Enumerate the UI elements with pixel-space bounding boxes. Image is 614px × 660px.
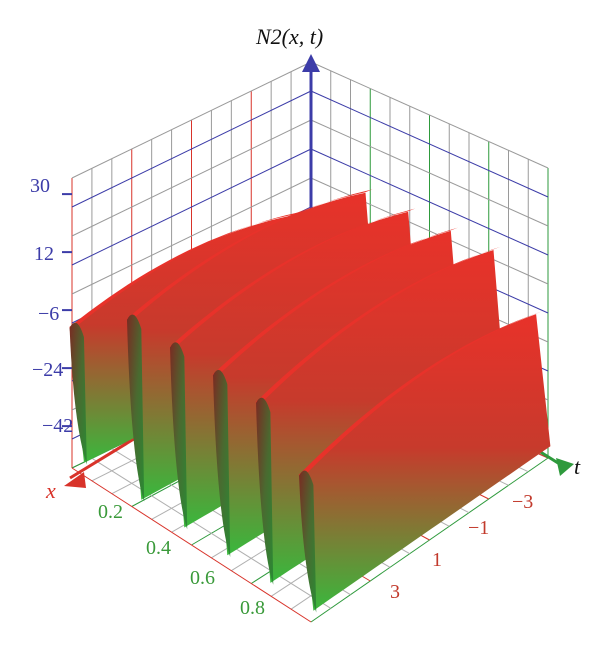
x-axis-title: x bbox=[45, 478, 56, 503]
x-axis-arrow bbox=[64, 472, 86, 488]
t-tick-label: 3 bbox=[390, 581, 400, 603]
surface-ridge-end bbox=[126, 314, 145, 502]
grid-line bbox=[310, 61, 549, 169]
grid-line bbox=[310, 119, 549, 227]
surface-ridge-end bbox=[69, 322, 87, 465]
grid-line bbox=[71, 467, 312, 623]
z-axis-arrow bbox=[302, 54, 320, 72]
grid-line bbox=[91, 457, 332, 609]
surface-ridge bbox=[299, 314, 551, 611]
z-axis-title: N2(x, t) bbox=[255, 24, 323, 49]
x-tick-label: 0.4 bbox=[146, 537, 171, 559]
t-tick-label: 1 bbox=[432, 549, 442, 571]
t-axis-arrow bbox=[556, 458, 574, 476]
z-tick-label: 30 bbox=[30, 175, 50, 197]
surface bbox=[68, 189, 551, 613]
grid-line bbox=[71, 61, 312, 179]
z-tick-label: 12 bbox=[34, 243, 54, 265]
surface-ridge-end bbox=[256, 397, 274, 585]
z-tick-label: −42 bbox=[42, 415, 73, 437]
x-tick-label: 0.2 bbox=[98, 501, 123, 523]
grid-line bbox=[71, 177, 312, 295]
surface-ridge-end bbox=[299, 470, 317, 613]
z-tick-label: −6 bbox=[38, 303, 59, 325]
grid-line bbox=[71, 90, 312, 208]
t-tick-label: −1 bbox=[468, 517, 489, 539]
x-tick-label: 0.8 bbox=[240, 597, 265, 619]
t-tick-label: −3 bbox=[512, 491, 533, 513]
z-tick-label: −24 bbox=[32, 359, 63, 381]
grid-line bbox=[71, 119, 312, 237]
grid-line bbox=[71, 148, 312, 266]
grid-line bbox=[310, 90, 549, 198]
t-axis-title: t bbox=[574, 454, 581, 479]
x-tick-label: 0.6 bbox=[190, 567, 215, 589]
surface-ridge-end bbox=[169, 342, 188, 530]
grid-line bbox=[310, 148, 549, 256]
surface-ridge-end bbox=[213, 369, 231, 558]
